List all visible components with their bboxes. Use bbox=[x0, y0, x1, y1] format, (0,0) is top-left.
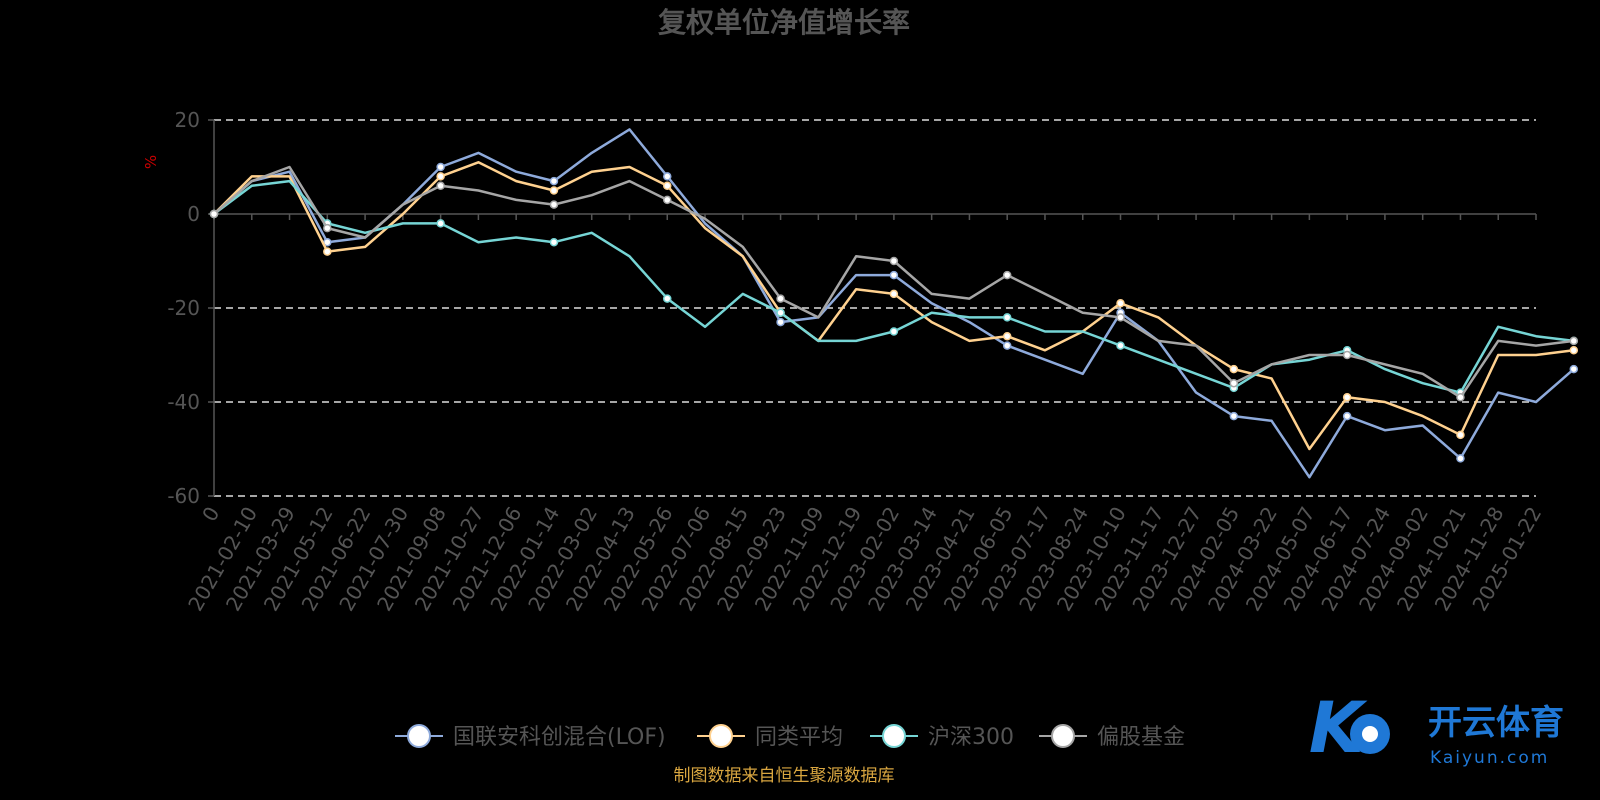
series-point bbox=[549, 237, 559, 247]
series-line-0 bbox=[213, 128, 1575, 479]
y-tick-label: -40 bbox=[167, 390, 200, 414]
legend-marker bbox=[882, 724, 906, 748]
y-tick-labels: -60 -40 -20 0 20 bbox=[167, 108, 200, 508]
series-point bbox=[663, 294, 672, 303]
x-tick-labels: 02021-02-102021-03-292021-05-122021-06-2… bbox=[183, 502, 1546, 615]
series-point bbox=[209, 209, 219, 219]
series-point bbox=[549, 186, 559, 195]
series-point bbox=[776, 317, 785, 327]
legend-label: 偏股基金 bbox=[1097, 725, 1185, 750]
legend-label: 同类平均 bbox=[755, 725, 843, 750]
legend-marker bbox=[709, 724, 733, 748]
series-point bbox=[1002, 270, 1012, 280]
series-point bbox=[1229, 378, 1239, 388]
series-point bbox=[1116, 341, 1125, 350]
legend-label: 沪深300 bbox=[928, 725, 1014, 750]
series-lines bbox=[209, 128, 1579, 479]
series-point bbox=[889, 256, 899, 266]
x-tick-label: 0 bbox=[197, 503, 224, 526]
series-point bbox=[1002, 331, 1012, 341]
y-axis-unit: % bbox=[142, 155, 160, 169]
series-point bbox=[1002, 341, 1012, 350]
series-point bbox=[1456, 454, 1465, 463]
brand-logo-letter: K bbox=[1309, 687, 1368, 769]
series-point bbox=[1342, 411, 1352, 421]
series-point bbox=[1342, 350, 1352, 360]
legend-item[interactable]: 同类平均 bbox=[697, 724, 843, 750]
y-tick-label: 0 bbox=[187, 202, 200, 226]
series-point bbox=[663, 195, 672, 205]
series-point bbox=[1229, 411, 1239, 421]
series-point bbox=[889, 270, 899, 280]
brand-name: 开云体育 bbox=[1428, 703, 1564, 743]
series-point bbox=[1116, 299, 1125, 308]
series-point bbox=[323, 247, 332, 256]
series-point bbox=[436, 181, 445, 191]
y-tick-label: 20 bbox=[175, 108, 200, 132]
series-point bbox=[776, 294, 785, 303]
series-point bbox=[1569, 336, 1579, 346]
series-point bbox=[1116, 313, 1125, 322]
legend-marker bbox=[407, 724, 431, 748]
grid-lines bbox=[214, 119, 1536, 497]
axes bbox=[208, 119, 1537, 497]
series-point bbox=[776, 308, 785, 317]
series-point bbox=[1456, 430, 1465, 440]
series-point bbox=[549, 176, 559, 186]
series-point bbox=[663, 172, 672, 181]
legend-label: 国联安科创混合(LOF) bbox=[453, 725, 666, 750]
series-point bbox=[889, 289, 899, 299]
brand-logo: K 开云体育 Kaiyun.com bbox=[1309, 687, 1564, 769]
brand-url: Kaiyun.com bbox=[1430, 748, 1549, 768]
legend[interactable]: 国联安科创混合(LOF) 同类平均 沪深300 偏股基金 bbox=[395, 724, 1185, 750]
series-point bbox=[1342, 393, 1352, 402]
y-tick-label: -60 bbox=[167, 484, 200, 508]
legend-item[interactable]: 偏股基金 bbox=[1039, 724, 1185, 750]
series-point bbox=[436, 172, 445, 181]
chart-title: 复权单位净值增长率 bbox=[658, 6, 910, 39]
legend-item[interactable]: 沪深300 bbox=[870, 724, 1014, 750]
legend-marker bbox=[1051, 724, 1075, 748]
series-point bbox=[1569, 346, 1579, 355]
y-tick-label: -20 bbox=[167, 296, 200, 320]
series-point bbox=[1002, 313, 1012, 322]
series-point bbox=[549, 200, 559, 209]
series-line-1 bbox=[213, 161, 1574, 451]
series-point bbox=[889, 327, 899, 336]
legend-item[interactable]: 国联安科创混合(LOF) bbox=[395, 724, 666, 750]
series-point bbox=[323, 223, 332, 233]
series-point bbox=[436, 219, 445, 228]
series-point bbox=[663, 181, 672, 191]
data-source-note: 制图数据来自恒生聚源数据库 bbox=[674, 766, 895, 786]
series-point bbox=[1456, 393, 1465, 402]
series-point bbox=[1229, 364, 1239, 374]
series-point bbox=[1569, 364, 1579, 374]
series-point bbox=[436, 162, 445, 172]
